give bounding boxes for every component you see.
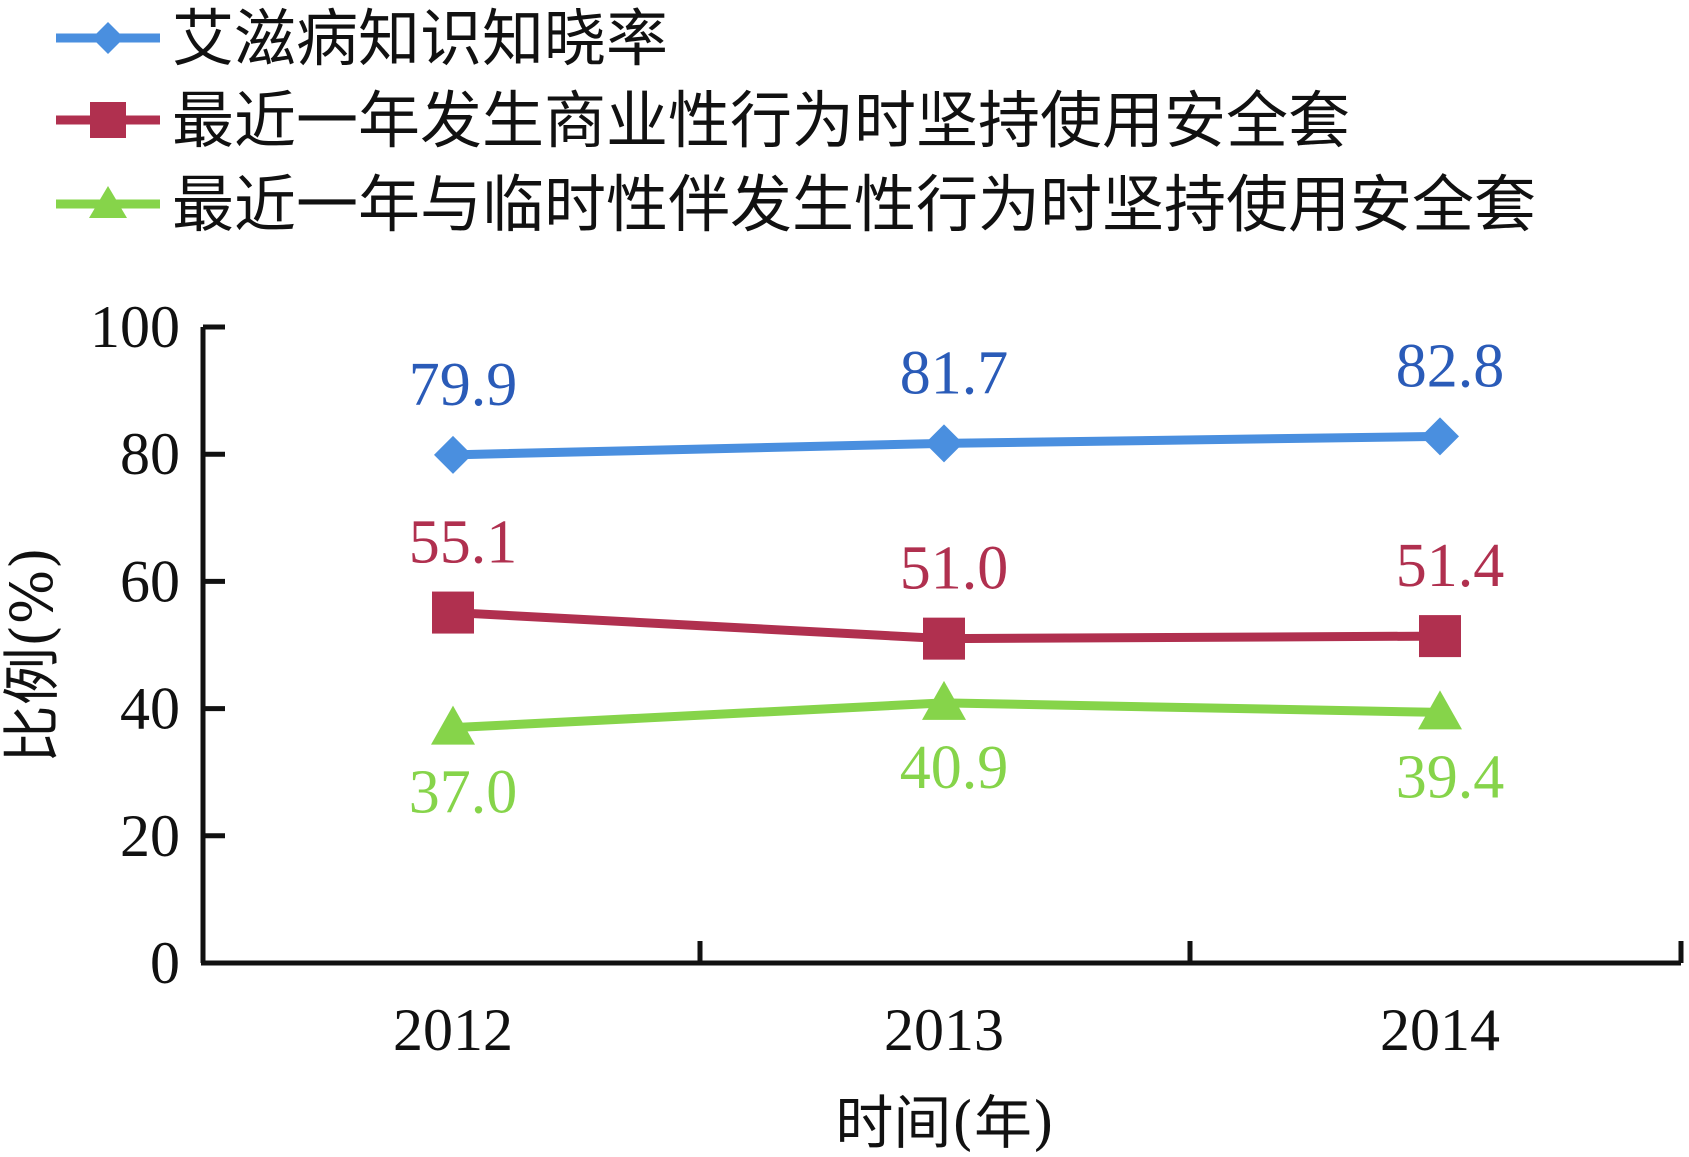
y-tick-label: 40 bbox=[120, 676, 180, 742]
y-tick-label: 60 bbox=[120, 548, 180, 614]
data-label: 81.7 bbox=[900, 339, 1009, 407]
series-square: 55.1 51.0 51.4 bbox=[409, 509, 1505, 660]
y-ticks: 0 20 40 60 80 100 bbox=[90, 294, 225, 996]
legend-label-casual-partner-condom-use: 最近一年与临时性伴发生性行为时坚持使用安全套 bbox=[172, 168, 1536, 241]
square-marker bbox=[923, 617, 965, 660]
x-axis-title: 时间(年) bbox=[835, 1089, 1054, 1157]
legend-label-knowledge-rate: 艾滋病知识知晓率 bbox=[172, 2, 668, 75]
axes: 0 20 40 60 80 100 2012 2013 2014 比例(%) 时间(年) bbox=[0, 294, 1684, 1157]
y-axis-title: 比例(%) bbox=[0, 547, 66, 763]
legend-label-commercial-condom-use: 最近一年发生商业性行为时坚持使用安全套 bbox=[172, 84, 1350, 157]
data-label: 40.9 bbox=[900, 734, 1009, 802]
data-label: 39.4 bbox=[1396, 743, 1505, 811]
x-tick-label: 2012 bbox=[393, 997, 513, 1063]
square-marker bbox=[1419, 615, 1461, 658]
triangle-marker bbox=[922, 680, 966, 720]
legend-triangle-marker-icon bbox=[89, 186, 127, 218]
diamond-marker bbox=[434, 435, 472, 474]
series-triangle: 37.0 40.9 39.4 bbox=[409, 680, 1505, 827]
y-tick-label: 80 bbox=[120, 421, 180, 487]
legend-diamond-marker-icon bbox=[92, 22, 124, 54]
data-label: 51.0 bbox=[900, 535, 1009, 603]
data-label: 79.9 bbox=[409, 351, 518, 419]
diamond-marker bbox=[925, 424, 963, 463]
legend-item-casual-partner-condom-use: 最近一年与临时性伴发生性行为时坚持使用安全套 bbox=[56, 168, 1536, 241]
diamond-marker bbox=[1421, 417, 1459, 456]
data-label: 82.8 bbox=[1396, 332, 1505, 400]
y-tick-label: 0 bbox=[150, 930, 180, 996]
data-label: 55.1 bbox=[409, 509, 518, 577]
triangle-marker bbox=[1418, 690, 1462, 730]
triangle-marker bbox=[431, 705, 475, 745]
x-ticks: 2012 2013 2014 bbox=[393, 941, 1684, 1063]
x-tick-label: 2014 bbox=[1380, 997, 1500, 1063]
x-tick-label: 2013 bbox=[884, 997, 1004, 1063]
y-tick-label: 100 bbox=[90, 294, 180, 360]
legend-item-commercial-condom-use: 最近一年发生商业性行为时坚持使用安全套 bbox=[56, 84, 1350, 157]
data-label: 51.4 bbox=[1396, 532, 1505, 600]
legend-square-marker-icon bbox=[90, 102, 126, 138]
plot-area: 79.9 81.7 82.8 55.1 51.0 51.4 37.0 40.9 39.4 bbox=[409, 332, 1505, 826]
data-label: 37.0 bbox=[409, 759, 518, 827]
series-diamond: 79.9 81.7 82.8 bbox=[409, 332, 1505, 474]
square-marker bbox=[432, 591, 474, 634]
legend: 艾滋病知识知晓率 最近一年发生商业性行为时坚持使用安全套 最近一年与临时性伴发生… bbox=[56, 2, 1536, 241]
legend-item-knowledge-rate: 艾滋病知识知晓率 bbox=[56, 2, 668, 75]
y-tick-label: 20 bbox=[120, 803, 180, 869]
